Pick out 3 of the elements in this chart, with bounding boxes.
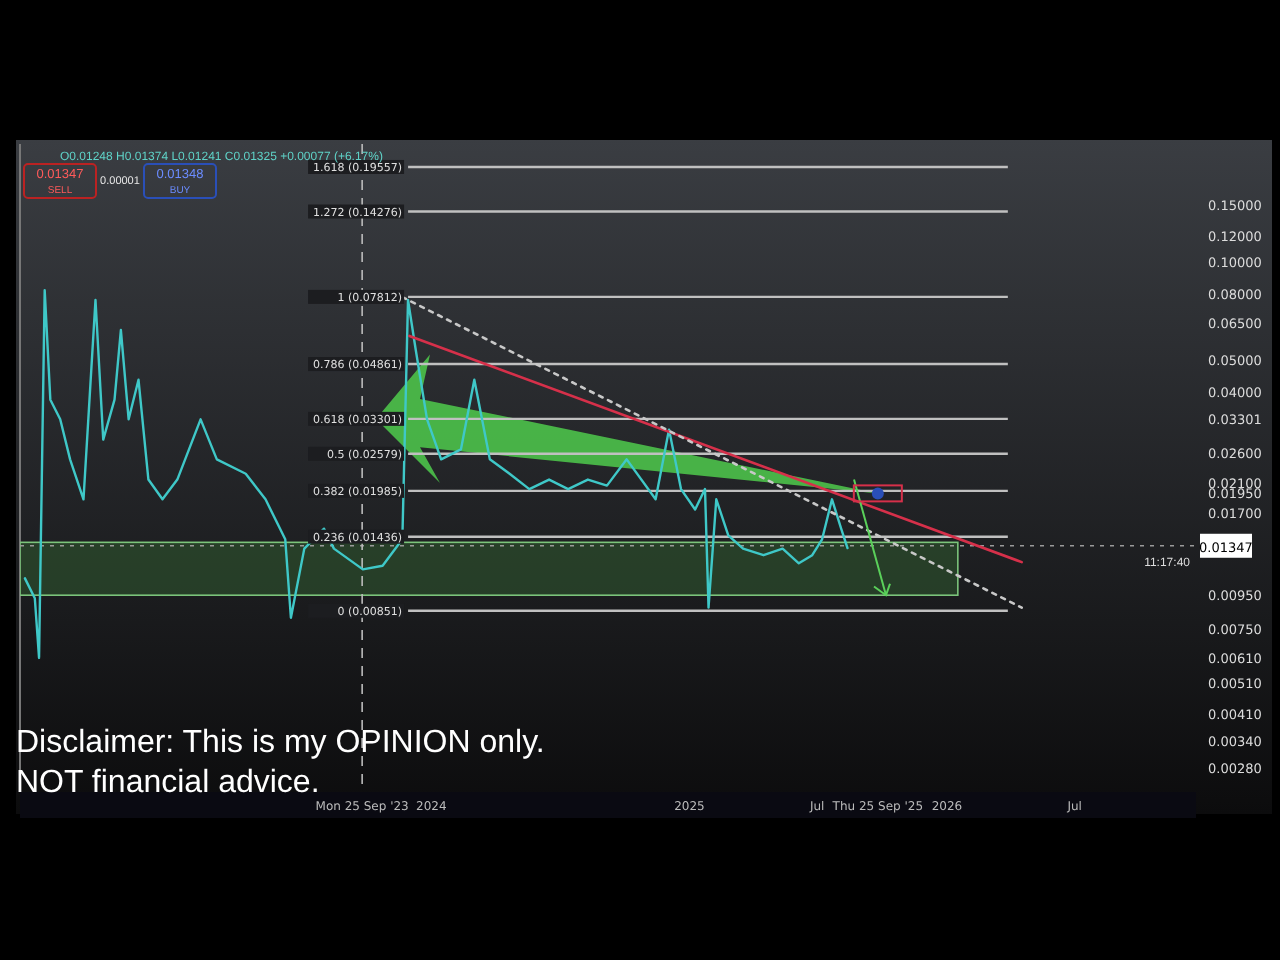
line-series bbox=[23, 289, 849, 660]
annotation: Disclaimer: This is my OPINION only. bbox=[16, 726, 545, 760]
annotation: NOT financial advice. bbox=[16, 766, 320, 800]
